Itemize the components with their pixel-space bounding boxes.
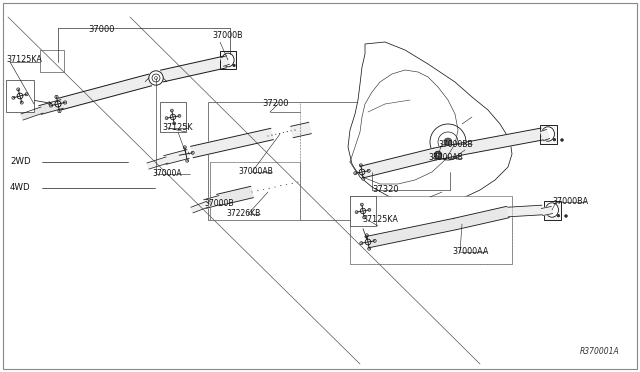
Ellipse shape — [368, 208, 371, 211]
Ellipse shape — [152, 74, 160, 82]
Ellipse shape — [438, 132, 458, 152]
Text: 37000AB: 37000AB — [428, 154, 463, 163]
Ellipse shape — [365, 239, 371, 245]
Ellipse shape — [170, 109, 173, 112]
Ellipse shape — [186, 159, 189, 162]
Ellipse shape — [149, 71, 163, 85]
Text: 2WD: 2WD — [10, 157, 31, 167]
Ellipse shape — [359, 169, 365, 175]
Text: 37000BB: 37000BB — [438, 140, 472, 148]
Ellipse shape — [367, 169, 370, 172]
Polygon shape — [221, 56, 229, 66]
Ellipse shape — [553, 138, 556, 141]
Ellipse shape — [362, 177, 365, 180]
Bar — [543, 201, 561, 219]
Ellipse shape — [365, 234, 368, 237]
Bar — [350, 196, 512, 264]
Ellipse shape — [368, 247, 371, 250]
Polygon shape — [164, 150, 189, 164]
Text: 37125K: 37125K — [162, 124, 193, 132]
Ellipse shape — [58, 109, 61, 113]
Ellipse shape — [436, 153, 440, 157]
Ellipse shape — [155, 77, 157, 80]
Polygon shape — [191, 128, 273, 158]
Bar — [208, 102, 400, 220]
Ellipse shape — [183, 146, 186, 149]
Ellipse shape — [541, 127, 554, 141]
Ellipse shape — [444, 138, 452, 146]
Ellipse shape — [557, 215, 559, 217]
Bar — [540, 125, 557, 144]
Ellipse shape — [165, 117, 168, 119]
Ellipse shape — [183, 151, 189, 157]
Polygon shape — [191, 201, 209, 213]
Ellipse shape — [355, 211, 358, 214]
Ellipse shape — [233, 64, 236, 67]
Ellipse shape — [359, 164, 362, 167]
Text: 37125KA: 37125KA — [6, 55, 42, 64]
Ellipse shape — [170, 114, 176, 120]
Text: R370001A: R370001A — [580, 347, 620, 356]
Ellipse shape — [20, 101, 23, 104]
Polygon shape — [508, 205, 542, 217]
Polygon shape — [58, 74, 152, 110]
Bar — [160, 102, 186, 132]
Polygon shape — [147, 157, 168, 169]
Ellipse shape — [178, 154, 180, 157]
Polygon shape — [434, 128, 543, 160]
Ellipse shape — [545, 203, 559, 217]
Ellipse shape — [373, 239, 376, 242]
Text: 37000B: 37000B — [204, 199, 234, 208]
Ellipse shape — [354, 172, 356, 175]
Text: 37226KB: 37226KB — [226, 209, 260, 218]
Ellipse shape — [360, 203, 364, 206]
Ellipse shape — [360, 242, 363, 245]
Ellipse shape — [564, 215, 567, 217]
Ellipse shape — [173, 122, 175, 125]
Text: 37125KA: 37125KA — [362, 215, 398, 224]
Ellipse shape — [430, 124, 466, 160]
Text: 37000B: 37000B — [212, 32, 243, 41]
Text: 37000: 37000 — [89, 26, 115, 35]
Ellipse shape — [561, 139, 563, 141]
Polygon shape — [348, 42, 512, 204]
Polygon shape — [541, 129, 550, 141]
Polygon shape — [39, 100, 63, 114]
Polygon shape — [161, 56, 227, 82]
Polygon shape — [217, 186, 253, 206]
Ellipse shape — [191, 151, 194, 154]
Bar — [350, 196, 376, 226]
Ellipse shape — [434, 151, 442, 159]
Polygon shape — [454, 206, 509, 230]
Ellipse shape — [55, 95, 58, 99]
Ellipse shape — [63, 101, 67, 104]
Ellipse shape — [363, 216, 365, 219]
Text: 37200: 37200 — [262, 99, 289, 109]
Polygon shape — [541, 206, 553, 215]
Text: 37000A: 37000A — [152, 170, 182, 179]
Ellipse shape — [17, 93, 23, 99]
Text: 37000AA: 37000AA — [452, 247, 488, 257]
Text: 37320: 37320 — [372, 186, 399, 195]
Ellipse shape — [178, 115, 181, 117]
Ellipse shape — [222, 53, 234, 67]
Bar — [6, 80, 34, 112]
Ellipse shape — [49, 104, 52, 107]
Text: 37000BA: 37000BA — [552, 198, 588, 206]
Bar — [220, 51, 236, 69]
Polygon shape — [21, 107, 43, 120]
Ellipse shape — [55, 101, 61, 107]
Bar — [210, 162, 300, 220]
Ellipse shape — [12, 96, 15, 99]
Polygon shape — [204, 196, 221, 208]
Polygon shape — [360, 148, 436, 178]
Text: 37000AB: 37000AB — [238, 167, 273, 176]
Polygon shape — [367, 218, 456, 248]
Polygon shape — [291, 122, 311, 138]
Ellipse shape — [25, 93, 28, 96]
Ellipse shape — [17, 88, 20, 91]
Bar — [40, 50, 64, 72]
Text: 4WD: 4WD — [10, 183, 31, 192]
Ellipse shape — [360, 208, 365, 214]
